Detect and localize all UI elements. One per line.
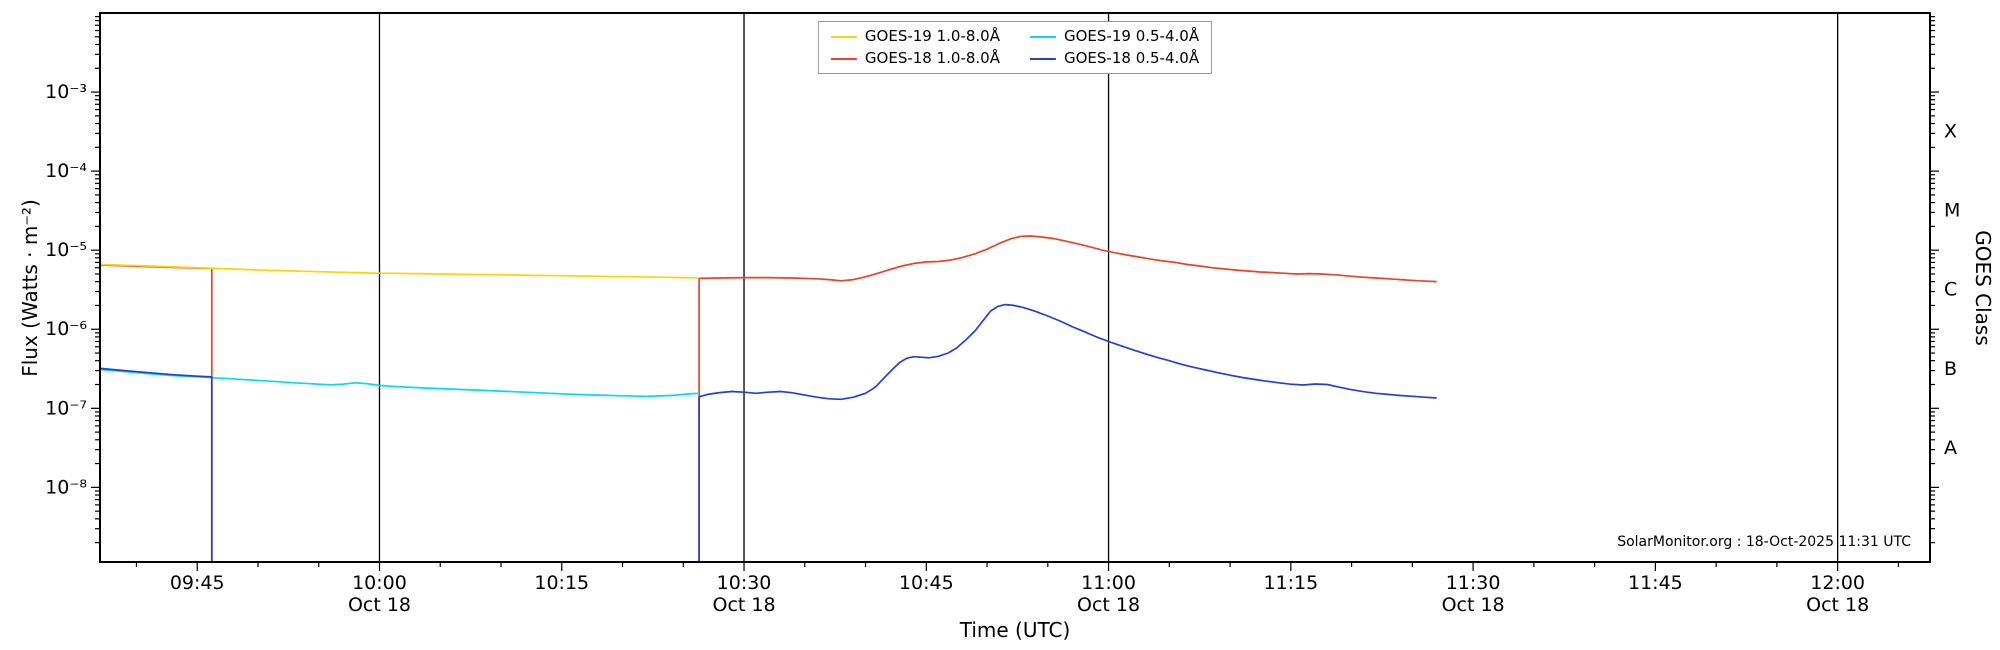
x-axis-title: Time (UTC) [959,618,1071,642]
legend: GOES-19 1.0-8.0Å GOES-18 1.0-8.0Å GOES-19 … [817,21,1213,74]
x-tick-label: 12:00 [1810,572,1865,594]
x-tick-label: 10:15 [534,572,589,594]
axis-ticks [91,16,1939,571]
goes-class-label: C [1944,279,1957,301]
legend-line-swatch [1030,57,1056,60]
legend-line-swatch [830,35,857,38]
legend-line-swatch [830,57,857,60]
legend-item: GOES-19 0.5-4.0Å [1030,27,1199,46]
series-line-goes19-short [100,368,700,398]
x-tick-date-label: Oct 18 [1806,594,1869,616]
x-tick-date-label: Oct 18 [712,594,775,616]
legend-item-label: GOES-19 1.0-8.0Å [864,27,1000,45]
solarmonitor-credit: SolarMonitor.org : 18-Oct-2025 11:31 UTC [1617,534,1911,550]
y-axis-title: Flux (Watts · m⁻²) [18,199,42,377]
x-tick-label: 10:00 [352,572,407,594]
y-tick-label: 10⁻³ [45,81,87,103]
legend-item: GOES-18 0.5-4.0Å [1030,49,1199,68]
x-tick-date-label: Oct 18 [348,594,411,616]
plot-border [99,12,1931,563]
x-tick-label: 11:00 [1081,572,1136,594]
goes-class-label: M [1944,200,1960,222]
x-tick-date-label: Oct 18 [1077,594,1140,616]
y-tick-label: 10⁻⁷ [45,397,87,419]
series-line-goes18-short [100,367,213,562]
series-line-goes18-long [100,264,213,562]
y-tick-label: 10⁻⁶ [45,318,87,340]
legend-item-label: GOES-19 0.5-4.0Å [1064,27,1200,45]
y-tick-label: 10⁻⁵ [45,239,87,261]
goes-class-label: B [1944,358,1957,380]
legend-item: GOES-19 1.0-8.0Å [830,27,1000,46]
y-tick-label: 10⁻⁴ [45,160,87,182]
goes-class-label: A [1944,437,1957,459]
x-tick-date-label: Oct 18 [1442,594,1505,616]
series-line-goes18-long [698,235,1437,562]
legend-item-label: GOES-18 0.5-4.0Å [1064,49,1200,67]
x-tick-label: 09:45 [170,572,225,594]
x-tick-label: 10:45 [899,572,954,594]
goes-class-label: X [1944,121,1957,143]
series-line-goes19-long [100,263,700,279]
y-tick-label: 10⁻⁸ [45,476,87,498]
legend-item: GOES-18 1.0-8.0Å [830,49,1000,68]
series-lines [100,235,1437,562]
x-tick-label: 11:30 [1446,572,1501,594]
series-line-goes18-short [698,303,1437,562]
x-tick-label: 11:15 [1263,572,1318,594]
legend-item-label: GOES-18 1.0-8.0Å [864,49,1000,67]
right-axis-title: GOES Class [1971,230,1995,346]
x-tick-label: 10:30 [717,572,772,594]
legend-line-swatch [1030,35,1056,38]
vertical-gridlines [378,13,1839,562]
x-tick-label: 11:45 [1628,572,1683,594]
